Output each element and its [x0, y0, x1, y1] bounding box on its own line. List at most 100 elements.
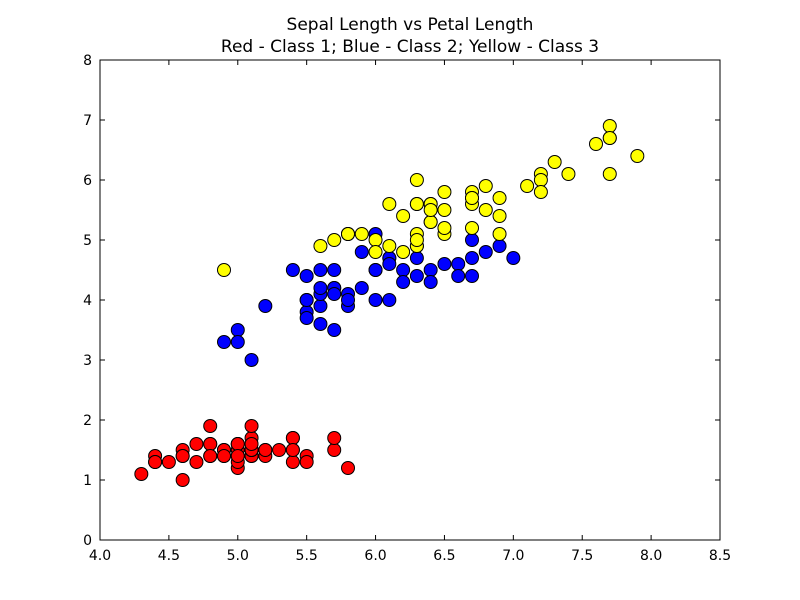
y-tick-label: 7 — [83, 113, 92, 129]
y-tick-label: 0 — [83, 533, 92, 549]
data-points — [134, 119, 645, 487]
data-point-class-3 — [409, 233, 424, 247]
data-point-class-1 — [189, 437, 204, 451]
data-point-class-2 — [382, 257, 397, 271]
data-point-class-3 — [602, 167, 617, 181]
data-point-class-3 — [602, 119, 617, 133]
y-tick-label: 6 — [83, 173, 92, 189]
y-tick-label: 2 — [83, 413, 92, 429]
data-point-class-3 — [492, 227, 507, 241]
data-point-class-1 — [203, 419, 218, 433]
data-point-class-2 — [492, 239, 507, 253]
data-point-class-2 — [327, 263, 342, 277]
data-point-class-1 — [148, 455, 163, 469]
data-point-class-1 — [217, 449, 231, 463]
x-tick-label: 8.0 — [640, 548, 662, 564]
data-point-class-2 — [382, 293, 397, 307]
data-point-class-2 — [465, 251, 479, 265]
data-point-class-3 — [354, 227, 369, 241]
data-point-class-3 — [409, 173, 424, 187]
data-point-class-2 — [465, 269, 479, 283]
y-tick-label: 3 — [83, 353, 92, 369]
data-point-class-2 — [258, 299, 273, 313]
chart-title: Sepal Length vs Petal Length — [287, 15, 534, 35]
data-point-class-1 — [134, 467, 149, 481]
x-tick-label: 5.0 — [227, 548, 249, 564]
data-point-class-2 — [354, 281, 369, 295]
data-point-class-2 — [437, 257, 452, 271]
data-point-class-2 — [313, 299, 328, 313]
y-tick-label: 5 — [83, 233, 92, 249]
data-point-class-2 — [217, 335, 231, 349]
data-point-class-2 — [478, 245, 493, 259]
data-point-class-3 — [533, 173, 548, 187]
x-tick-label: 4.5 — [158, 548, 180, 564]
data-point-class-2 — [409, 251, 424, 265]
data-point-class-2 — [313, 317, 328, 331]
data-point-class-2 — [396, 263, 411, 277]
data-point-class-1 — [285, 455, 300, 469]
data-point-class-2 — [244, 353, 259, 367]
data-point-class-2 — [327, 323, 342, 337]
x-tick-label: 7.5 — [571, 548, 593, 564]
plot-frame — [99, 59, 721, 541]
data-point-class-2 — [368, 293, 383, 307]
data-point-class-3 — [327, 233, 342, 247]
x-tick-label: 6.0 — [364, 548, 386, 564]
data-point-class-3 — [589, 137, 603, 151]
data-point-class-1 — [285, 431, 300, 445]
data-point-class-1 — [230, 449, 245, 463]
data-point-class-1 — [175, 449, 190, 463]
data-point-class-1 — [230, 437, 245, 451]
data-point-class-2 — [506, 251, 521, 265]
data-point-class-3 — [341, 227, 355, 241]
data-point-class-2 — [368, 263, 383, 277]
data-point-class-3 — [602, 131, 617, 145]
x-tick-label: 4.0 — [89, 548, 111, 564]
data-point-class-3 — [382, 197, 397, 211]
chart-subtitle: Red - Class 1; Blue - Class 2; Yellow - … — [221, 37, 599, 57]
data-point-class-1 — [244, 419, 259, 433]
data-point-class-2 — [313, 281, 328, 295]
data-point-class-3 — [396, 245, 411, 259]
data-point-class-3 — [478, 179, 493, 193]
data-point-class-2 — [409, 269, 424, 283]
data-point-class-2 — [451, 269, 466, 283]
y-tick-label: 1 — [83, 473, 92, 489]
data-point-class-3 — [217, 263, 231, 277]
data-point-class-3 — [465, 191, 479, 205]
data-point-class-3 — [437, 203, 452, 217]
x-tick-label: 8.5 — [709, 548, 731, 564]
data-point-class-3 — [396, 209, 411, 223]
data-point-class-3 — [382, 239, 397, 253]
data-point-class-2 — [313, 263, 328, 277]
data-point-class-2 — [285, 263, 300, 277]
data-point-class-2 — [354, 245, 369, 259]
data-point-class-1 — [175, 473, 190, 487]
data-point-class-2 — [423, 275, 438, 289]
data-point-class-3 — [313, 239, 328, 253]
data-point-class-3 — [368, 233, 383, 247]
data-point-class-3 — [492, 191, 507, 205]
data-point-class-1 — [272, 443, 287, 457]
data-point-class-1 — [189, 455, 204, 469]
data-point-class-3 — [437, 221, 452, 235]
data-point-class-1 — [285, 443, 300, 457]
data-point-class-2 — [299, 269, 314, 283]
data-point-class-1 — [341, 461, 355, 475]
data-point-class-2 — [327, 287, 342, 301]
data-point-class-2 — [230, 323, 245, 337]
x-tick-label: 7.0 — [502, 548, 524, 564]
data-point-class-3 — [547, 155, 562, 169]
data-point-class-3 — [423, 215, 438, 229]
y-tick-label: 4 — [83, 293, 92, 309]
data-point-class-3 — [437, 185, 452, 199]
data-point-class-1 — [203, 449, 218, 463]
data-point-class-2 — [299, 293, 314, 307]
data-point-class-3 — [478, 203, 493, 217]
data-point-class-2 — [465, 233, 479, 247]
x-tick-label: 6.5 — [433, 548, 455, 564]
data-point-class-2 — [451, 257, 466, 271]
